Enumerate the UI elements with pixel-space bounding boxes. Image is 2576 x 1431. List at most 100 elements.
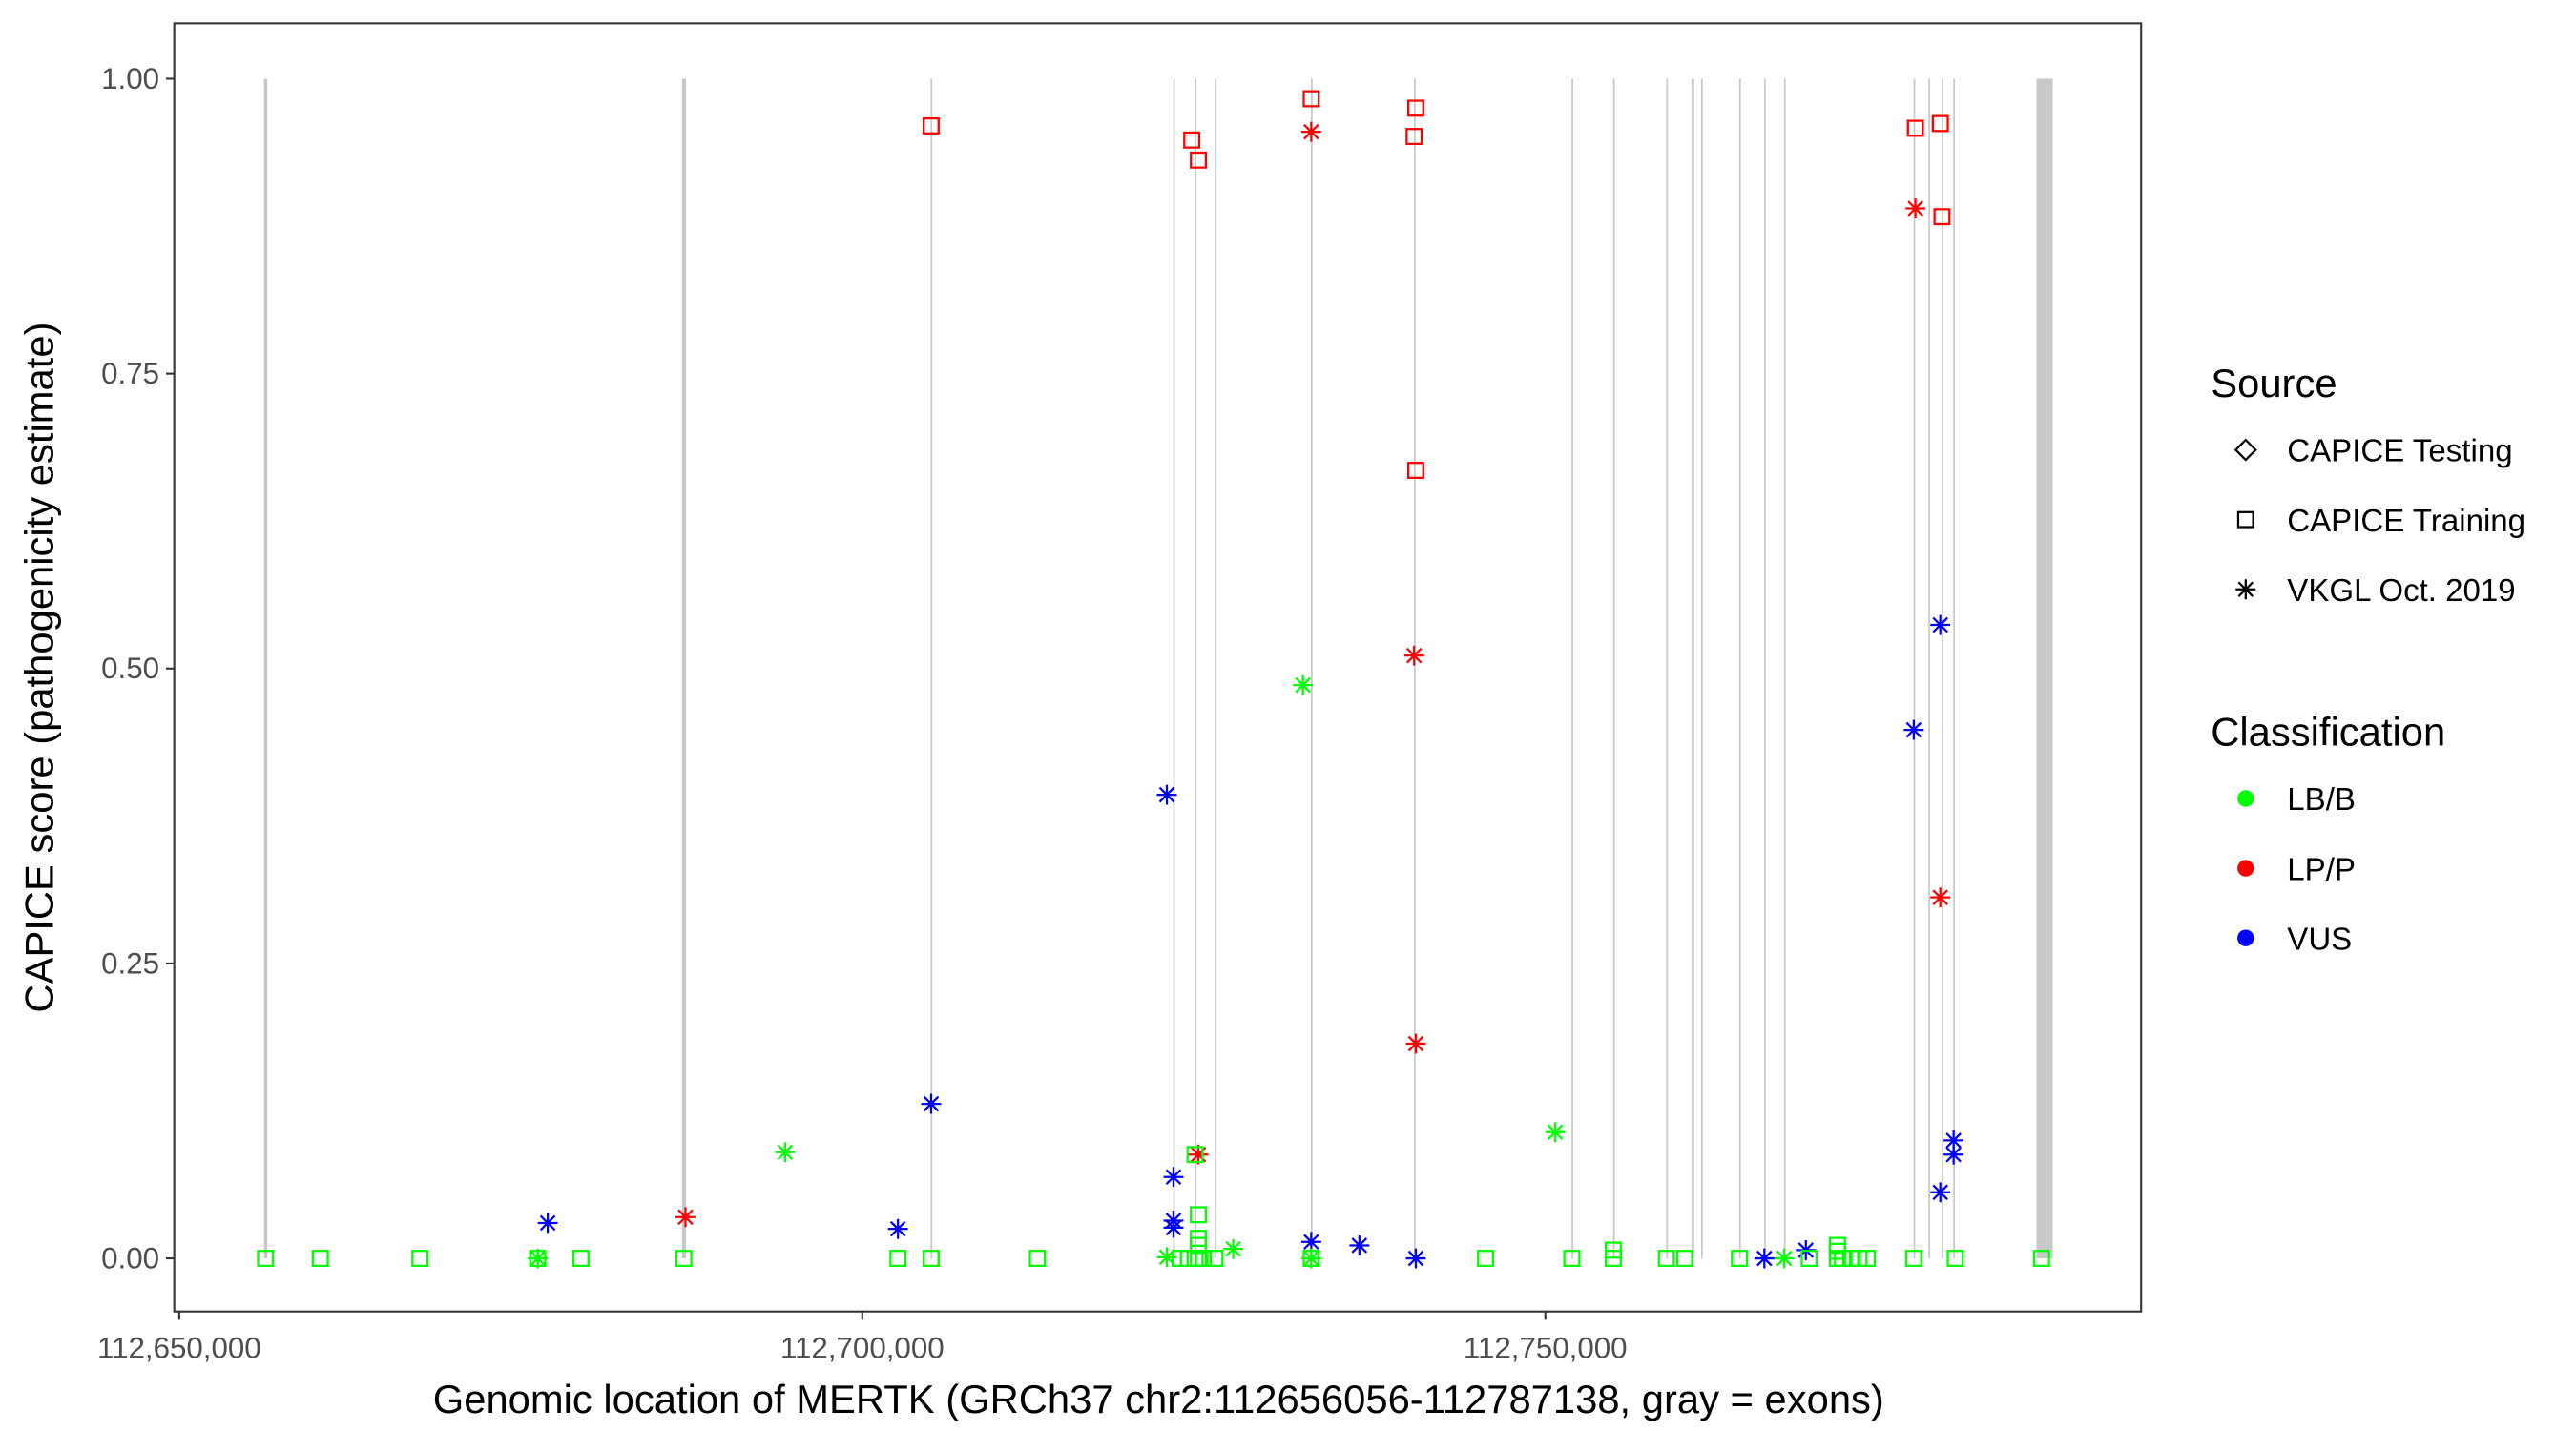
data-point <box>1946 1250 1964 1268</box>
data-point <box>1163 1217 1184 1238</box>
data-point <box>1403 645 1424 666</box>
y-tick-label: 0.00 <box>101 1242 159 1275</box>
y-axis-title: CAPICE score (pathogenicity estimate) <box>17 322 62 1013</box>
legend: Source CAPICE Testing CAPICE Training VKGL… <box>2211 361 2525 957</box>
points-layer <box>257 90 2050 1269</box>
data-point <box>923 116 940 135</box>
legend-source-label: VKGL Oct. 2019 <box>2287 573 2515 609</box>
data-point <box>1223 1238 1244 1259</box>
data-point <box>1828 1242 1846 1260</box>
data-point <box>1545 1122 1566 1143</box>
exon-bar <box>1691 78 1694 1259</box>
data-point <box>1163 1167 1184 1188</box>
exon-bar <box>1913 78 1916 1259</box>
data-point <box>1190 1236 1208 1255</box>
data-point <box>1859 1250 1877 1268</box>
x-tick-label: 112,750,000 <box>1464 1331 1628 1364</box>
legend-class-label: LB/B <box>2287 782 2356 818</box>
data-point <box>1300 121 1321 142</box>
x-tick-label: 112,650,000 <box>97 1331 261 1364</box>
data-point <box>923 1250 940 1268</box>
data-point <box>571 1250 590 1268</box>
data-point <box>1407 99 1424 117</box>
data-point <box>1904 1250 1922 1268</box>
legend-dot-icon <box>2237 929 2254 946</box>
data-point <box>1943 1144 1964 1165</box>
x-axis: 112,650,000 112,700,000 112,750,000 <box>97 1311 1628 1364</box>
data-point <box>1731 1250 1749 1268</box>
data-point <box>675 1207 696 1228</box>
data-point <box>1930 614 1951 635</box>
data-point <box>1300 1232 1321 1253</box>
data-point <box>1302 1250 1320 1268</box>
exon-layer <box>263 78 2053 1259</box>
legend-classification-title: Classification <box>2211 709 2445 754</box>
y-tick-label: 0.75 <box>101 357 159 390</box>
exon-bar <box>930 78 933 1259</box>
y-tick-label: 0.50 <box>101 652 159 685</box>
data-point <box>889 1250 907 1268</box>
legend-source-title: Source <box>2211 361 2337 405</box>
data-point <box>775 1142 796 1163</box>
data-point <box>1156 1247 1177 1268</box>
data-point <box>1930 1182 1951 1203</box>
data-point <box>528 1248 549 1269</box>
exon-bar <box>1700 78 1703 1259</box>
data-point <box>1405 128 1423 146</box>
exon-bar <box>1783 78 1786 1259</box>
data-point <box>1563 1250 1581 1268</box>
data-point <box>1186 1146 1204 1164</box>
data-point <box>537 1213 558 1234</box>
x-tick-label: 112,700,000 <box>780 1331 945 1364</box>
exon-bar <box>1311 78 1313 1259</box>
data-point <box>1195 1250 1213 1268</box>
data-point <box>1477 1250 1494 1268</box>
legend-dot-icon <box>2237 860 2254 877</box>
exon-bar <box>1571 78 1573 1259</box>
data-point <box>1800 1250 1818 1268</box>
legend-source-label: CAPICE Training <box>2287 504 2525 539</box>
exon-bar <box>1413 78 1416 1259</box>
exon-bar <box>1173 78 1175 1259</box>
legend-class-label: VUS <box>2287 922 2352 957</box>
data-point <box>1405 1033 1426 1054</box>
data-point <box>1293 674 1314 695</box>
exon-bar <box>1942 78 1943 1259</box>
legend-square-icon <box>2236 510 2254 529</box>
legend-source-label: CAPICE Testing <box>2287 434 2512 469</box>
x-axis-title: Genomic location of MERTK (GRCh37 chr2:1… <box>433 1377 1884 1421</box>
legend-class-label: LP/P <box>2287 852 2356 887</box>
exon-bar <box>1738 78 1741 1259</box>
data-point <box>1407 462 1424 479</box>
data-point <box>1675 1250 1693 1268</box>
exon-bar <box>1763 78 1766 1259</box>
exon-bar <box>1666 78 1669 1259</box>
data-point <box>1188 1144 1209 1165</box>
exon-bar <box>1195 78 1197 1259</box>
data-point <box>411 1250 429 1268</box>
data-point <box>1405 1248 1426 1269</box>
data-point <box>1302 90 1320 108</box>
data-point <box>1028 1250 1047 1268</box>
data-point <box>257 1250 275 1268</box>
exon-bar <box>1612 78 1615 1259</box>
data-point <box>1605 1241 1622 1259</box>
data-point <box>1930 887 1951 908</box>
exon-bar <box>1215 78 1216 1259</box>
data-point <box>1774 1248 1795 1269</box>
legend-asterisk-icon <box>2235 579 2256 600</box>
data-point <box>311 1250 329 1268</box>
y-tick-label: 1.00 <box>101 62 159 95</box>
data-point <box>1754 1248 1775 1269</box>
data-point <box>887 1218 908 1239</box>
legend-dot-icon <box>2237 790 2254 807</box>
data-point <box>921 1093 942 1114</box>
data-point <box>529 1250 547 1268</box>
data-point <box>2032 1250 2050 1268</box>
data-point <box>675 1250 693 1268</box>
data-point <box>1906 119 1924 137</box>
data-point <box>1905 198 1926 218</box>
exon-bar <box>1928 78 1930 1259</box>
